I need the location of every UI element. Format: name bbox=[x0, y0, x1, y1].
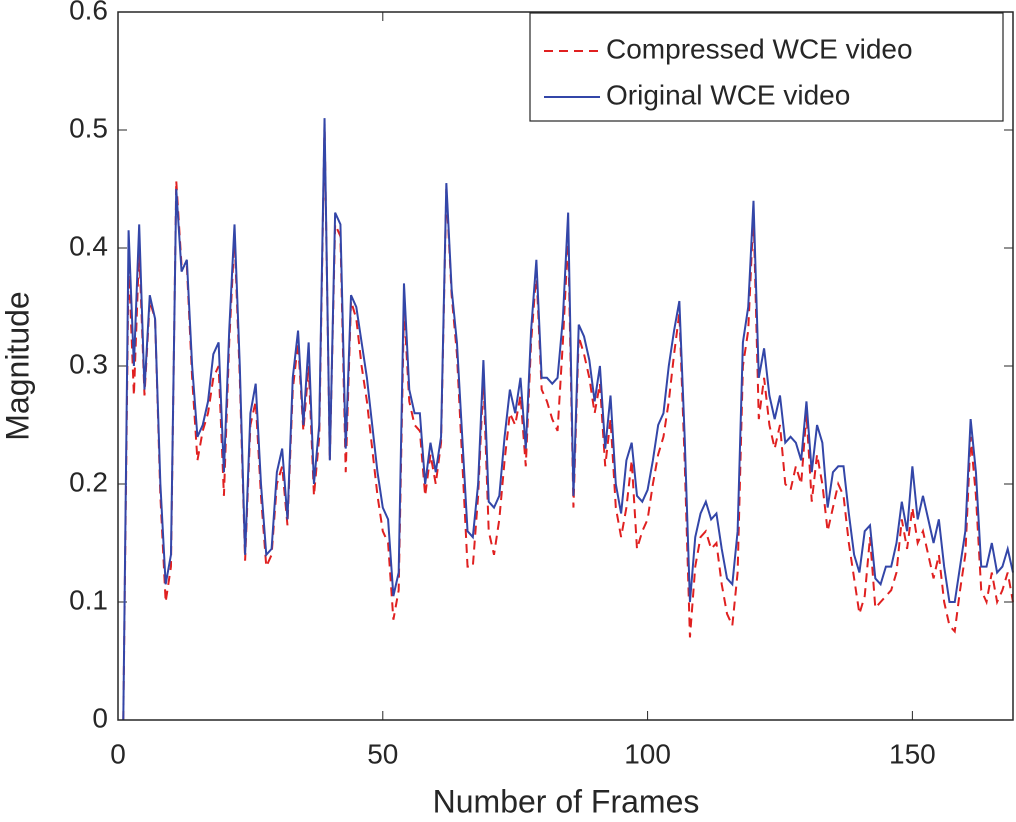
legend-label: Original WCE video bbox=[606, 79, 850, 110]
x-tick-label: 150 bbox=[889, 738, 936, 769]
legend-label: Compressed WCE video bbox=[606, 33, 913, 64]
y-tick-label: 0 bbox=[92, 702, 108, 733]
y-tick-label: 0.3 bbox=[69, 348, 108, 379]
y-tick-label: 0.6 bbox=[69, 0, 108, 25]
y-axis-label: Magnitude bbox=[0, 291, 35, 440]
series-line bbox=[122, 118, 1014, 721]
x-axis-label: Number of Frames bbox=[433, 783, 700, 819]
y-tick-label: 0.5 bbox=[69, 112, 108, 143]
legend-box bbox=[529, 12, 1004, 122]
y-tick-label: 0.4 bbox=[69, 230, 108, 261]
x-tick-label: 50 bbox=[367, 738, 398, 769]
x-tick-label: 100 bbox=[624, 738, 671, 769]
y-tick-label: 0.1 bbox=[69, 584, 108, 615]
plot-frame bbox=[117, 11, 1014, 721]
y-tick-label: 0.2 bbox=[69, 466, 108, 497]
x-tick-label: 0 bbox=[110, 738, 126, 769]
